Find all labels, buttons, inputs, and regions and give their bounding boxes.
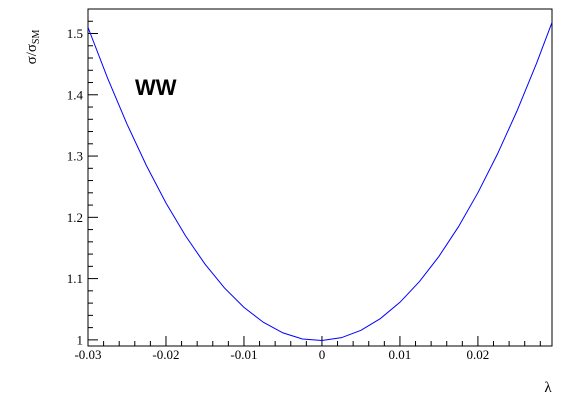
x-tick-label: 0.02	[467, 347, 490, 362]
x-axis-ticks	[87, 336, 541, 346]
y-tick-label: 1.5	[67, 26, 83, 41]
x-axis-tick-labels: -0.03 -0.02 -0.01 0 0.01 0.02	[74, 347, 489, 362]
x-axis-title: λ	[544, 380, 552, 396]
x-tick-label: -0.02	[152, 347, 179, 362]
y-tick-label: 1.1	[67, 271, 83, 286]
y-axis-title: σ/σSM	[24, 29, 42, 64]
series-line	[87, 22, 553, 341]
y-axis-ticks	[88, 8, 98, 341]
x-tick-label: 0	[319, 347, 326, 362]
y-tick-label: 1.2	[67, 210, 83, 225]
y-axis-title-main: σ/σ	[24, 44, 40, 64]
x-tick-label: -0.03	[74, 347, 101, 362]
y-axis-tick-labels: 1 1.1 1.2 1.3 1.4 1.5	[67, 26, 84, 347]
y-tick-label: 1.4	[67, 87, 84, 102]
x-tick-label: -0.01	[230, 347, 257, 362]
plot-frame	[87, 8, 553, 347]
chart-annotation: WW	[135, 75, 177, 100]
y-tick-label: 1.3	[67, 149, 83, 164]
x-tick-label: 0.01	[389, 347, 412, 362]
y-axis-title-subscript: SM	[31, 29, 42, 44]
y-tick-label: 1	[77, 332, 84, 347]
